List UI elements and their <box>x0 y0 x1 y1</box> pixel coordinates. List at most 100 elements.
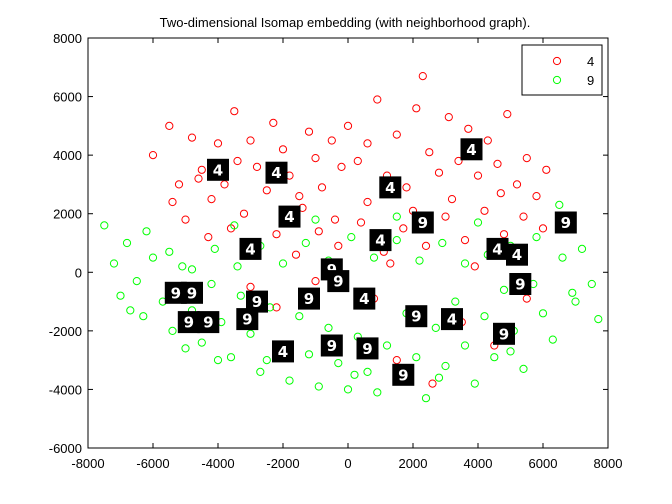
digit-thumbnail: 4 <box>272 340 294 363</box>
digit-thumbnail: 9 <box>236 308 259 331</box>
digit-thumbnail-label: 4 <box>512 246 522 264</box>
y-tick-label: 4000 <box>53 148 82 163</box>
data-point-series-4 <box>168 197 177 207</box>
data-point-series-4 <box>447 195 457 204</box>
data-point-series-4 <box>434 168 444 177</box>
digit-thumbnail: 4 <box>506 243 528 266</box>
data-point-series-4 <box>197 165 206 174</box>
data-point-series-4 <box>353 156 362 166</box>
data-point-series-4 <box>441 212 450 221</box>
data-point-series-9 <box>519 364 528 373</box>
data-point-series-9 <box>382 341 392 350</box>
digit-thumbnail-label: 9 <box>418 214 428 232</box>
data-point-series-9 <box>285 376 294 385</box>
digit-thumbnail: 9 <box>181 281 203 304</box>
digit-thumbnail: 9 <box>177 311 200 334</box>
data-point-series-9 <box>301 238 310 248</box>
data-point-series-9 <box>139 312 148 321</box>
digit-thumbnail-label: 9 <box>333 273 343 291</box>
digit-thumbnail-label: 4 <box>245 240 255 258</box>
digit-thumbnail-label: 9 <box>561 214 571 232</box>
digit-thumbnail: 4 <box>207 158 229 181</box>
digit-thumbnail-bg <box>239 237 262 260</box>
digit-thumbnail-bg <box>320 334 343 357</box>
data-point-series-4 <box>181 215 190 224</box>
data-point-series-4 <box>246 136 255 145</box>
data-point-series-9 <box>538 309 548 318</box>
data-point-series-9 <box>181 344 190 353</box>
digit-thumbnail-bg <box>486 237 509 260</box>
data-point-series-9 <box>392 236 401 245</box>
digit-thumbnail-bg <box>493 322 515 345</box>
data-point-series-9 <box>295 312 304 321</box>
digit-thumbnail-label: 4 <box>213 161 223 179</box>
data-point-series-4 <box>499 230 509 239</box>
data-point-series-9 <box>587 279 596 289</box>
digit-thumbnail: 9 <box>405 305 428 328</box>
data-point-series-4 <box>174 180 184 189</box>
y-tick-label: -4000 <box>49 382 82 397</box>
digit-thumbnail: 9 <box>356 337 379 360</box>
digit-thumbnail-label: 4 <box>284 208 294 226</box>
data-point-series-4 <box>363 139 372 148</box>
digit-thumbnail-label: 9 <box>411 308 421 326</box>
digit-thumbnail-bg <box>379 176 402 199</box>
digit-thumbnail-label: 4 <box>375 232 385 250</box>
data-point-series-9 <box>168 326 177 335</box>
data-point-series-4 <box>207 195 216 204</box>
data-point-series-9 <box>558 253 567 262</box>
data-point-series-9 <box>438 238 447 248</box>
y-tick-label: 6000 <box>53 90 82 105</box>
digit-thumbnail: 4 <box>486 237 509 260</box>
digit-thumbnail: 9 <box>411 211 434 234</box>
digit-thumbnail: 4 <box>353 287 376 310</box>
data-point-series-9 <box>278 259 288 268</box>
data-point-series-9 <box>324 323 333 332</box>
data-point-series-9 <box>373 388 382 397</box>
data-point-series-9 <box>571 297 580 306</box>
data-point-series-9 <box>207 279 216 289</box>
data-point-series-9 <box>233 262 242 271</box>
digit-thumbnail: 9 <box>197 311 220 334</box>
digit-thumbnail: 4 <box>460 138 483 161</box>
data-point-series-4 <box>148 151 158 160</box>
data-point-series-9 <box>415 256 424 265</box>
y-tick-label: 8000 <box>53 31 82 46</box>
digit-thumbnail-label: 9 <box>252 293 262 311</box>
data-point-series-9 <box>460 259 470 268</box>
data-point-series-4 <box>392 356 401 365</box>
data-point-series-4 <box>262 186 271 195</box>
data-point-series-9 <box>142 227 151 236</box>
data-point-series-9 <box>480 312 489 321</box>
data-point-series-9 <box>431 323 440 332</box>
data-point-series-9 <box>369 253 379 262</box>
data-point-series-9 <box>126 306 135 315</box>
digit-thumbnail-bg <box>327 270 350 293</box>
data-point-series-4 <box>330 215 340 224</box>
legend: 4 9 <box>521 44 603 96</box>
data-point-series-4 <box>532 192 541 201</box>
data-point-series-4 <box>464 124 473 133</box>
digit-thumbnail-label: 9 <box>304 290 314 308</box>
digit-thumbnail-label: 9 <box>515 276 525 294</box>
digit-thumbnail-bg <box>353 287 376 310</box>
x-tick-label: -4000 <box>201 456 234 471</box>
data-point-series-9 <box>100 221 109 230</box>
data-point-series-4 <box>373 95 382 104</box>
data-point-series-4 <box>165 121 174 131</box>
y-tick-label: -6000 <box>49 441 82 456</box>
digit-thumbnail: 4 <box>441 308 463 331</box>
data-point-series-9 <box>262 356 271 365</box>
digit-thumbnail-bg <box>272 340 294 363</box>
data-point-series-9 <box>577 244 587 253</box>
data-point-series-4 <box>356 218 366 227</box>
data-point-series-4 <box>386 259 395 268</box>
legend-label-series-9: 9 <box>587 73 594 88</box>
data-point-series-9 <box>350 370 359 379</box>
x-tick-label: -8000 <box>71 456 104 471</box>
data-point-series-9 <box>451 297 460 306</box>
digit-thumbnail-bg <box>392 363 415 386</box>
